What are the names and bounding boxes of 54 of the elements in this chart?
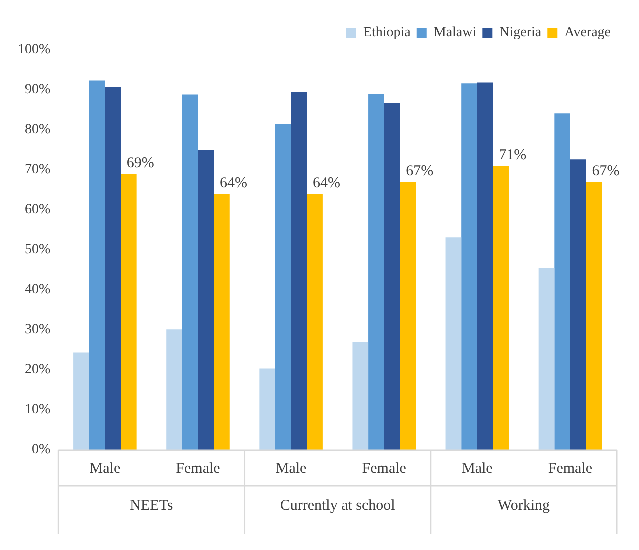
bar (368, 94, 384, 450)
x-tick-label: Female (176, 460, 221, 477)
x-tick-label: Female (362, 460, 407, 477)
bar (121, 174, 137, 450)
legend-label: Ethiopia (363, 26, 412, 41)
bar (384, 103, 400, 450)
y-tick-label: 70% (24, 162, 51, 178)
y-tick-label: 50% (24, 242, 51, 258)
y-tick-label: 80% (24, 122, 51, 138)
x-tick-label: Female (548, 460, 593, 477)
bar (198, 150, 214, 450)
legend-label: Nigeria (500, 26, 542, 41)
legend-label: Average (564, 26, 611, 41)
bar (477, 82, 494, 450)
y-tick-label: 90% (24, 82, 51, 98)
bar (74, 352, 90, 450)
bar (307, 194, 323, 450)
bar (89, 80, 106, 450)
bar (352, 342, 369, 450)
bar (538, 268, 555, 450)
data-label: 67% (592, 163, 620, 180)
bar (462, 84, 478, 450)
legend-label: Malawi (434, 26, 477, 41)
text: Working (498, 498, 550, 514)
bar (570, 160, 586, 450)
bar (105, 87, 122, 450)
text: Currently at school (280, 498, 396, 514)
data-label: 71% (499, 147, 527, 164)
y-tick-label: 0% (32, 442, 51, 458)
bar (554, 114, 570, 450)
bar (182, 94, 198, 450)
y-tick-label: 30% (24, 322, 51, 338)
data-label: 69% (126, 155, 154, 172)
bar (586, 182, 602, 450)
y-tick-label: 40% (24, 282, 51, 298)
x-tick-label: Male (462, 460, 494, 477)
bar (166, 330, 182, 450)
y-tick-label: 60% (24, 202, 51, 218)
bar (446, 238, 462, 450)
bar (214, 194, 230, 450)
data-label: 67% (406, 163, 434, 180)
y-tick-label: 10% (24, 402, 51, 418)
y-tick-label: 100% (18, 42, 51, 58)
data-label: 64% (220, 175, 248, 192)
x-tick-label: Male (90, 460, 121, 477)
bar (493, 166, 510, 450)
bar (275, 124, 292, 450)
x-tick-label: Male (276, 460, 308, 477)
bar (260, 368, 276, 450)
text: NEETs (130, 498, 174, 514)
bar (291, 92, 308, 450)
bar (400, 182, 416, 450)
y-tick-label: 20% (24, 362, 51, 378)
data-label: 64% (313, 175, 341, 192)
